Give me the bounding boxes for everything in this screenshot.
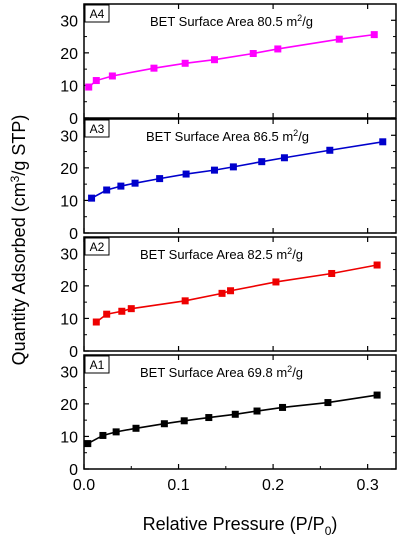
data-point xyxy=(92,318,100,326)
y-tick-label: 30 xyxy=(60,246,78,263)
data-point xyxy=(108,72,116,80)
y-tick-label: 0 xyxy=(69,462,78,479)
data-point xyxy=(181,59,189,67)
data-point xyxy=(205,414,213,422)
series-line xyxy=(91,141,383,199)
x-tick-label: 0.3 xyxy=(357,477,379,494)
data-point xyxy=(85,83,93,91)
y-tick-label: 10 xyxy=(60,311,78,328)
panel-tag: A3 xyxy=(90,122,105,136)
data-point xyxy=(131,179,139,187)
data-point xyxy=(132,424,140,432)
data-point xyxy=(373,261,381,269)
panel-title: BET Surface Area 69.8 m2/g xyxy=(140,364,303,380)
data-point xyxy=(127,305,135,313)
data-point xyxy=(326,146,334,154)
panel-a4: 0 10 20 30 A4 BET Surface Area 80.5 m2/g xyxy=(60,3,397,128)
data-point xyxy=(379,138,387,146)
data-point xyxy=(231,410,239,418)
data-point xyxy=(280,154,288,162)
data-point xyxy=(253,407,261,415)
panel-tag: A2 xyxy=(90,240,105,254)
data-point xyxy=(112,428,120,436)
y-tick-label: 0 xyxy=(69,344,78,361)
data-point xyxy=(272,278,280,286)
data-point xyxy=(156,175,164,183)
data-point xyxy=(117,182,125,190)
y-axis-label: Quantity Adsorbed (cm3/g STP) xyxy=(8,115,29,366)
y-tick-label: 20 xyxy=(60,397,78,414)
panel-tag-box xyxy=(84,355,110,374)
data-point xyxy=(180,417,188,425)
panel-tag-box xyxy=(84,4,110,23)
y-tick-label: 30 xyxy=(60,13,78,30)
data-point xyxy=(182,170,190,178)
panel-tag-box xyxy=(84,119,110,138)
panel-a1: 0 10 20 30 A1 BET Surface Area 69.8 m2/g xyxy=(60,354,397,479)
x-tick-label: 0.2 xyxy=(262,477,284,494)
data-point xyxy=(84,440,92,448)
x-axis-label: Relative Pressure (P/P0) xyxy=(143,514,338,538)
data-point xyxy=(181,297,189,305)
panel-a3: 0 10 20 30 A3 BET Surface Area 86.5 m2/g xyxy=(60,118,397,243)
y-tick-label: 0 xyxy=(69,111,78,128)
panel-title: BET Surface Area 80.5 m2/g xyxy=(150,13,313,29)
x-tick-label: 0.1 xyxy=(167,477,189,494)
data-point xyxy=(99,431,107,439)
panel-tag-box xyxy=(84,237,110,256)
panel-frame xyxy=(83,118,397,234)
panel-title: BET Surface Area 86.5 m2/g xyxy=(146,128,309,144)
x-tick-label: 0.0 xyxy=(73,477,95,494)
data-point xyxy=(249,50,257,58)
series-line xyxy=(88,33,375,88)
series-line xyxy=(95,264,378,323)
y-tick-label: 10 xyxy=(60,78,78,95)
data-point xyxy=(370,31,378,39)
data-point xyxy=(227,287,235,295)
data-point xyxy=(258,158,266,166)
y-tick-label: 20 xyxy=(60,161,78,178)
y-tick-label: 30 xyxy=(60,128,78,145)
y-tick-label: 20 xyxy=(60,46,78,63)
panel-title: BET Surface Area 82.5 m2/g xyxy=(140,246,303,262)
y-tick-label: 10 xyxy=(60,193,78,210)
y-tick-label: 20 xyxy=(60,279,78,296)
y-tick-label: 0 xyxy=(69,226,78,243)
data-point xyxy=(218,289,226,297)
data-point xyxy=(160,420,168,428)
panel-tag: A4 xyxy=(90,7,105,21)
data-point xyxy=(92,77,100,85)
data-point xyxy=(229,163,237,171)
data-point xyxy=(373,391,381,399)
data-point xyxy=(279,403,287,411)
panel-frame xyxy=(83,236,397,352)
series-line xyxy=(87,394,378,445)
y-tick-label: 30 xyxy=(60,364,78,381)
y-tick-label: 10 xyxy=(60,429,78,446)
data-point xyxy=(328,269,336,277)
data-point xyxy=(88,194,96,202)
panel-frame xyxy=(83,354,397,470)
data-point xyxy=(103,310,111,318)
data-point xyxy=(210,166,218,174)
data-point xyxy=(118,307,126,315)
panel-a2: 0 10 20 30 A2 BET Surface Area 82.5 m2/g xyxy=(60,236,397,361)
panel-tag: A1 xyxy=(90,358,105,372)
data-point xyxy=(274,45,282,53)
data-point xyxy=(324,399,332,407)
data-point xyxy=(103,186,111,194)
data-point xyxy=(335,35,343,43)
panel-frame xyxy=(83,3,397,119)
data-point xyxy=(210,56,218,64)
data-point xyxy=(150,64,158,72)
